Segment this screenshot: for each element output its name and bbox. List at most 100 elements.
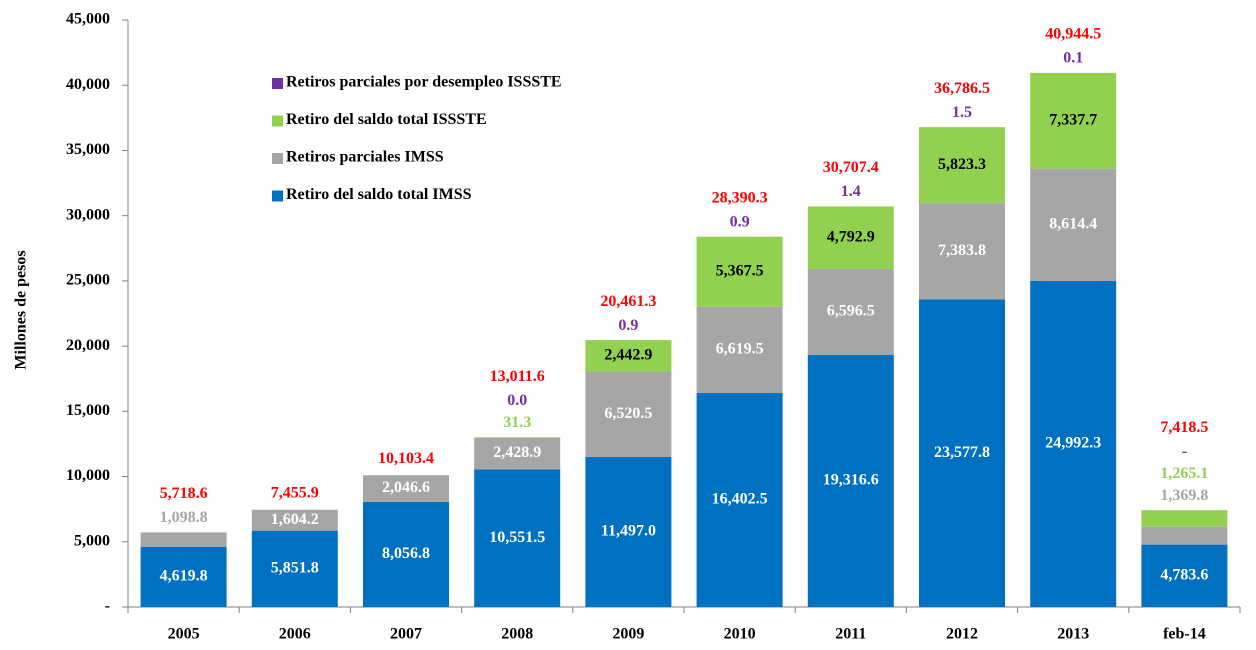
data-label: 0.1 <box>1063 50 1083 67</box>
bar-segment <box>696 236 783 307</box>
y-tick-label: 45,000 <box>66 11 110 28</box>
y-tick-label: 5,000 <box>74 532 110 549</box>
bar-segment <box>140 532 227 547</box>
y-tick-label: 25,000 <box>66 272 110 289</box>
data-label: 1,604.2 <box>271 511 319 528</box>
bar-segment <box>919 203 1005 300</box>
data-label: 24,992.3 <box>1045 435 1101 452</box>
bar-segment <box>696 306 783 394</box>
bar-segment <box>919 127 1005 204</box>
data-label: 2,428.9 <box>493 444 541 461</box>
bar-segment <box>474 437 561 470</box>
bar-segment <box>1030 280 1117 607</box>
x-tick-label: 2010 <box>724 626 756 643</box>
data-label: 6,596.5 <box>827 303 875 320</box>
bar-segment <box>585 340 672 372</box>
x-tick-label: 2011 <box>835 626 866 643</box>
total-label: 30,707.4 <box>823 159 879 176</box>
total-label: 40,944.5 <box>1045 26 1101 43</box>
x-tick-label: 2007 <box>390 626 422 643</box>
total-label: 13,011.6 <box>490 368 545 385</box>
data-label: 8,614.4 <box>1049 215 1097 232</box>
data-label: 4,792.9 <box>827 228 875 245</box>
bar-segment <box>140 546 227 607</box>
data-label: 6,619.5 <box>716 341 764 358</box>
y-tick-label: 15,000 <box>66 402 110 419</box>
data-label: 1.4 <box>841 183 861 200</box>
x-tick-label: 2008 <box>501 626 533 643</box>
legend-label: Retiro del saldo total ISSSTE <box>286 111 487 128</box>
total-label: 7,455.9 <box>271 484 319 501</box>
legend-label: Retiros parciales IMSS <box>286 149 444 166</box>
total-label: 5,718.6 <box>160 485 208 502</box>
bar-segment <box>585 371 672 458</box>
data-label: 31.3 <box>503 414 531 431</box>
bar-segment <box>1141 526 1228 545</box>
bar-segment <box>807 268 894 356</box>
bar-segment <box>1141 544 1228 607</box>
data-label: 5,367.5 <box>716 262 764 279</box>
x-tick-label: 2012 <box>946 626 978 643</box>
data-label: 7,337.7 <box>1049 111 1097 128</box>
y-tick-label: 10,000 <box>66 467 110 484</box>
x-tick-label: feb-14 <box>1163 626 1206 643</box>
data-label: 19,316.6 <box>823 472 879 489</box>
data-label: 5,851.8 <box>271 560 319 577</box>
data-label: 7,383.8 <box>938 242 986 259</box>
data-label: 10,551.5 <box>489 529 545 546</box>
data-label: 1,098.8 <box>160 509 208 526</box>
y-axis-label: Millones de pesos <box>13 250 30 369</box>
bar-segment <box>919 299 1005 607</box>
total-label: 7,418.5 <box>1160 419 1208 436</box>
data-label: 4,783.6 <box>1160 566 1208 583</box>
data-label: 1,265.1 <box>1160 465 1208 482</box>
data-label: 4,619.8 <box>160 568 208 585</box>
data-label: 1,369.8 <box>1160 487 1208 504</box>
total-label: 36,786.5 <box>934 80 990 97</box>
x-tick-label: 2013 <box>1057 626 1089 643</box>
bar-segment <box>474 469 561 607</box>
y-tick-label: 20,000 <box>66 337 110 354</box>
legend-swatch <box>272 153 283 164</box>
bar-segment <box>1141 510 1228 527</box>
legend-label: Retiro del saldo total IMSS <box>286 186 472 203</box>
data-label: 8,056.8 <box>382 545 430 562</box>
x-tick-label: 2006 <box>279 626 311 643</box>
x-tick-label: 2009 <box>612 626 644 643</box>
bar-segment <box>807 206 894 269</box>
bar-segment <box>363 475 449 502</box>
data-label: 16,402.5 <box>712 491 768 508</box>
data-label: 23,577.8 <box>934 444 990 461</box>
y-tick-label: 40,000 <box>66 76 110 93</box>
data-label: 0.0 <box>507 392 527 409</box>
data-label: 6,520.5 <box>604 405 652 422</box>
data-label: 2,442.9 <box>604 347 652 364</box>
bar-segment <box>363 501 449 607</box>
data-label: 11,497.0 <box>601 523 656 540</box>
data-label: - <box>1182 443 1187 460</box>
y-tick-label: - <box>105 598 110 615</box>
total-label: 10,103.4 <box>378 450 434 467</box>
bar-segment <box>1030 168 1117 281</box>
data-label: 5,823.3 <box>938 156 986 173</box>
x-tick-label: 2005 <box>168 626 200 643</box>
legend-swatch <box>272 78 283 89</box>
legend-swatch <box>272 190 283 202</box>
bar-segment <box>696 393 783 607</box>
y-tick-label: 30,000 <box>66 206 110 223</box>
bar-segment <box>1030 72 1117 169</box>
data-label: 1.5 <box>952 104 972 121</box>
total-label: 28,390.3 <box>712 189 768 206</box>
total-label: 20,461.3 <box>600 293 656 310</box>
bar-segment <box>251 530 338 607</box>
bar-segment <box>251 509 338 531</box>
data-label: 0.9 <box>730 213 750 230</box>
y-tick-label: 35,000 <box>66 141 110 158</box>
bar-segment <box>807 355 894 607</box>
legend-label: Retiros parciales por desempleo ISSSTE <box>286 74 562 91</box>
bar-segment <box>585 457 672 607</box>
data-label: 2,046.6 <box>382 479 430 496</box>
legend-swatch <box>272 115 283 127</box>
data-label: 0.9 <box>618 317 638 334</box>
